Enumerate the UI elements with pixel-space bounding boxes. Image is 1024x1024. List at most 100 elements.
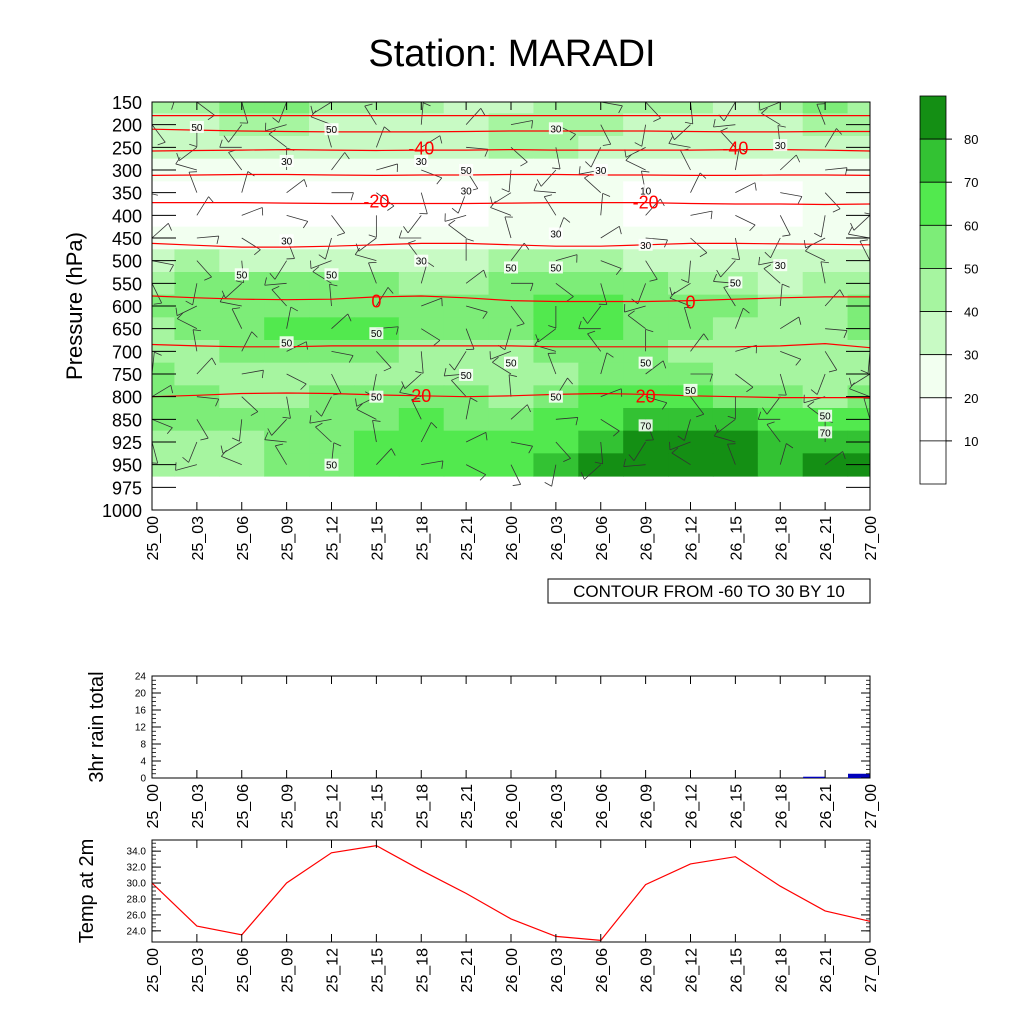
wind-barb xyxy=(286,214,308,222)
rh-cell xyxy=(578,317,624,341)
rh-cell xyxy=(668,453,714,477)
temperature-line xyxy=(151,844,871,942)
rain-x-tick-label: 26_00 xyxy=(504,784,521,829)
wind-barb-flag xyxy=(309,415,312,424)
wind-barb-flag xyxy=(739,147,747,153)
wind-barb-flag xyxy=(713,429,720,437)
rh-contour-label: 50 xyxy=(550,393,562,404)
wind-barb-flag xyxy=(479,474,487,481)
wind-barb xyxy=(869,328,870,330)
temperature-x-tick-label: 25_12 xyxy=(325,948,342,993)
wind-barb xyxy=(824,451,843,465)
wind-barb-flag xyxy=(315,410,322,417)
wind-barb-flag xyxy=(709,373,713,382)
colorbar-box xyxy=(919,181,947,226)
temperature-contour-label: -20 xyxy=(633,193,659,213)
wind-barb xyxy=(508,374,512,397)
wind-barb-flag xyxy=(448,219,456,226)
wind-barb xyxy=(331,350,354,356)
rh-cell xyxy=(623,453,669,477)
wind-barb-flag xyxy=(204,276,212,281)
rh-label-bg xyxy=(459,164,474,176)
rh-cell xyxy=(578,453,624,477)
wind-barb-flag xyxy=(310,105,314,114)
wind-barb xyxy=(779,284,783,307)
wind-barb-flag xyxy=(215,398,220,407)
wind-barb xyxy=(152,306,153,307)
rh-cell xyxy=(264,158,310,182)
wind-barb xyxy=(492,192,512,205)
wind-barb-flag xyxy=(302,221,309,229)
wind-barb-flag xyxy=(312,266,320,272)
rh-label-bg xyxy=(279,154,294,167)
wind-barb-flag xyxy=(383,367,392,372)
wind-barb-flag xyxy=(251,331,258,338)
wind-barb xyxy=(869,102,870,103)
wind-barb xyxy=(265,124,287,132)
colorbar-label: 10 xyxy=(964,434,978,449)
wind-barb-flag xyxy=(261,370,264,379)
rh-contour-label: 10 xyxy=(640,186,652,197)
pressure-axis-label: Pressure (hPa) xyxy=(62,232,87,380)
rh-cell xyxy=(712,408,759,432)
wind-barb-flag xyxy=(223,135,229,143)
rh-cell xyxy=(219,294,265,318)
wind-barb xyxy=(623,464,646,467)
wind-barb xyxy=(196,260,212,278)
rh-label-bg xyxy=(279,336,294,349)
wind-barb-flag xyxy=(490,200,496,208)
wind-barb xyxy=(465,464,486,476)
time-tick-label: 25_00 xyxy=(145,516,162,561)
wind-barb-flag xyxy=(290,306,299,312)
wind-barb-flag xyxy=(746,386,754,393)
wind-barb-flag xyxy=(782,283,790,288)
wind-barb xyxy=(727,443,736,465)
temperature-contour xyxy=(152,202,870,206)
rh-label-bg xyxy=(414,154,429,167)
wind-barb-flag xyxy=(716,269,722,278)
wind-barb xyxy=(713,124,736,128)
wind-barb-flag xyxy=(580,471,585,480)
wind-barb-flag xyxy=(219,139,223,148)
wind-barb xyxy=(600,124,612,145)
rh-shading-layer xyxy=(152,102,870,477)
rain-x-axis: 25_00 25_03 25_06 25_09 25_12 25_15 25_18 25_21… xyxy=(145,676,880,829)
wind-barb-flag xyxy=(508,374,517,377)
wind-barb-flag xyxy=(175,157,181,165)
wind-barb xyxy=(759,102,781,111)
wind-barb-flag xyxy=(512,484,521,486)
wind-barb xyxy=(264,439,287,443)
wind-barb-flag xyxy=(275,443,284,447)
rain-x-tick-label: 26_09 xyxy=(639,784,656,829)
wind-barb xyxy=(510,305,525,324)
wind-barb-flag xyxy=(575,417,579,426)
wind-barb xyxy=(286,396,291,419)
wind-barb-flag xyxy=(843,330,848,339)
wind-barb xyxy=(540,169,557,187)
wind-barb xyxy=(331,313,349,329)
time-tick-label: 27_00 xyxy=(863,516,880,561)
wind-barb-flag xyxy=(720,127,728,132)
wind-barb xyxy=(274,260,287,280)
rh-contour-label: 50 xyxy=(326,461,338,472)
wind-barb xyxy=(735,214,756,226)
wind-barb xyxy=(690,210,713,216)
pressure-tick-label: 700 xyxy=(112,342,142,362)
rh-cell xyxy=(757,294,804,318)
rh-cell xyxy=(488,408,535,432)
rh-cell xyxy=(353,113,400,137)
wind-barb-flag xyxy=(354,247,361,255)
rh-cell xyxy=(353,272,400,296)
wind-barb-flag xyxy=(415,371,424,374)
wind-barb-flag xyxy=(192,329,202,332)
wind-barb-flag xyxy=(403,226,409,234)
wind-barb-flag xyxy=(713,119,716,128)
wind-barb-flag xyxy=(766,421,775,425)
wind-barb-flag xyxy=(754,182,757,191)
rain-x-tick-label: 25_00 xyxy=(145,784,162,829)
wind-barb xyxy=(816,104,826,125)
time-tick-label: 25_09 xyxy=(280,516,297,561)
rain-y-axis: 0 4 8 12 16 20 24 xyxy=(135,672,870,785)
wind-barb-flag xyxy=(820,261,829,264)
wind-barb xyxy=(192,283,198,306)
